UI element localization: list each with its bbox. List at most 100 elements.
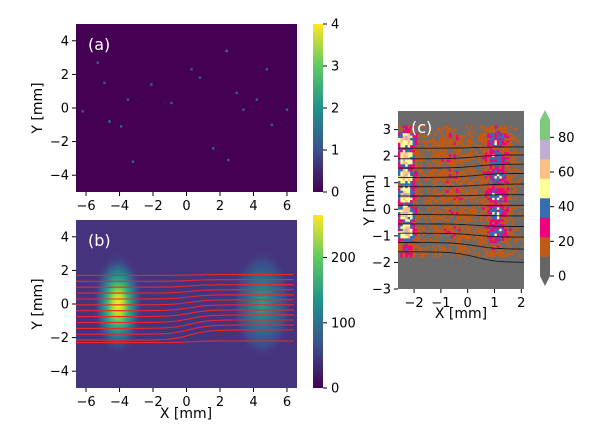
heatmap-cell xyxy=(398,137,401,141)
heatmap-cell xyxy=(470,125,474,129)
heatmap-cell xyxy=(412,159,416,162)
heatmap-cell xyxy=(400,254,404,258)
heatmap-cell xyxy=(412,151,416,155)
heatmap-cell xyxy=(410,154,413,158)
heatmap-cell xyxy=(506,197,510,201)
heatmap-cell xyxy=(398,132,401,136)
heatmap-cell xyxy=(487,151,491,155)
heatmap-cell xyxy=(402,218,406,222)
heatmap-cell xyxy=(494,199,498,203)
heatmap-cell xyxy=(496,249,500,253)
heatmap-cell xyxy=(407,247,411,251)
heatmap-cell xyxy=(410,151,413,155)
heatmap-cell xyxy=(424,247,428,251)
heatmap-cell xyxy=(402,254,406,258)
heatmap-cell xyxy=(402,226,406,229)
heatmap-cell xyxy=(410,144,413,148)
heatmap-cell xyxy=(441,151,445,155)
heatmap-cell xyxy=(499,137,503,141)
heatmap-cell xyxy=(477,204,481,208)
heatmap-cell xyxy=(412,254,416,258)
heatmap-cell xyxy=(419,171,423,174)
heatmap-cell xyxy=(446,171,450,174)
heatmap-cell xyxy=(402,197,406,201)
heatmap-cell xyxy=(489,147,493,150)
heatmap-cell xyxy=(451,130,454,134)
heatmap-cell xyxy=(489,190,493,193)
heatmap-cell xyxy=(475,173,478,177)
heatmap-cell xyxy=(429,132,433,136)
heatmap-cell xyxy=(501,192,505,196)
heatmap-cell xyxy=(492,187,495,191)
colorbar-tick-label: 40 xyxy=(558,200,575,215)
x-tick-label: 2 xyxy=(216,199,224,214)
trajectory-line xyxy=(76,294,294,300)
heatmap-cell xyxy=(472,206,476,210)
heatmap-cell xyxy=(412,154,416,158)
contour-line xyxy=(398,183,524,188)
heatmap-cell xyxy=(410,252,413,256)
heatmap-cell xyxy=(407,130,411,134)
heatmap-cell xyxy=(460,180,464,184)
heatmap-cell xyxy=(465,178,469,181)
data-point xyxy=(285,108,289,111)
heatmap-cell xyxy=(429,202,433,205)
heatmap-cell xyxy=(484,168,488,172)
heatmap-cell xyxy=(436,192,440,196)
heatmap-cell xyxy=(405,125,408,129)
heatmap-cell xyxy=(407,235,411,239)
heatmap-cell xyxy=(405,247,408,251)
heatmap-cell xyxy=(434,180,437,184)
x-tick-label: 0 xyxy=(182,395,190,410)
heatmap-cell xyxy=(453,132,457,136)
heatmap-cell xyxy=(458,151,462,155)
heatmap-cell xyxy=(439,235,442,239)
heatmap-cell xyxy=(494,144,498,148)
heatmap-cell xyxy=(496,209,500,213)
heatmap-cell xyxy=(499,216,503,220)
heatmap-cell xyxy=(402,202,406,205)
heatmap-cell xyxy=(429,197,433,201)
heatmap-cell xyxy=(434,223,437,227)
heatmap-cell xyxy=(398,245,401,248)
heatmap-cell xyxy=(446,130,450,134)
heatmap-cell xyxy=(499,140,503,143)
heatmap-cell xyxy=(410,190,413,193)
y-tick-label: −4 xyxy=(50,365,69,380)
heatmap-cell xyxy=(477,159,481,162)
trajectory-line xyxy=(76,289,294,294)
heatmap-cell xyxy=(506,242,510,246)
colorbar-segment xyxy=(540,120,550,140)
heatmap-cell xyxy=(506,238,510,241)
heatmap-cell xyxy=(405,202,408,205)
panel-a-colorbar xyxy=(313,24,323,192)
heatmap-cell xyxy=(492,190,495,193)
heatmap-cell xyxy=(436,156,440,160)
heatmap-cell xyxy=(417,228,421,232)
heatmap-cell xyxy=(480,216,483,220)
heatmap-cell xyxy=(480,125,483,129)
heatmap-cell xyxy=(518,254,522,258)
heatmap-cell xyxy=(501,206,505,210)
y-tick-label: −1 xyxy=(372,229,391,244)
heatmap-cell xyxy=(427,140,430,143)
heatmap-cell xyxy=(453,233,457,236)
heatmap-cell xyxy=(410,233,413,236)
heatmap-cell xyxy=(448,192,452,196)
heatmap-cell xyxy=(460,171,464,174)
heatmap-cell xyxy=(460,197,464,201)
heatmap-cell xyxy=(504,197,507,201)
heatmap-cell xyxy=(402,135,406,138)
heatmap-cell xyxy=(412,238,416,241)
heatmap-cell xyxy=(410,140,413,143)
x-tick-label: −2 xyxy=(143,199,162,214)
heatmap-cell xyxy=(448,211,452,215)
heatmap-cell xyxy=(465,247,469,251)
heatmap-cell xyxy=(458,171,462,174)
y-tick-label: −2 xyxy=(372,256,391,271)
heatmap-cell xyxy=(499,211,503,215)
heatmap-cell xyxy=(487,149,491,153)
heatmap-cell xyxy=(439,156,442,160)
heatmap-cell xyxy=(407,173,411,177)
